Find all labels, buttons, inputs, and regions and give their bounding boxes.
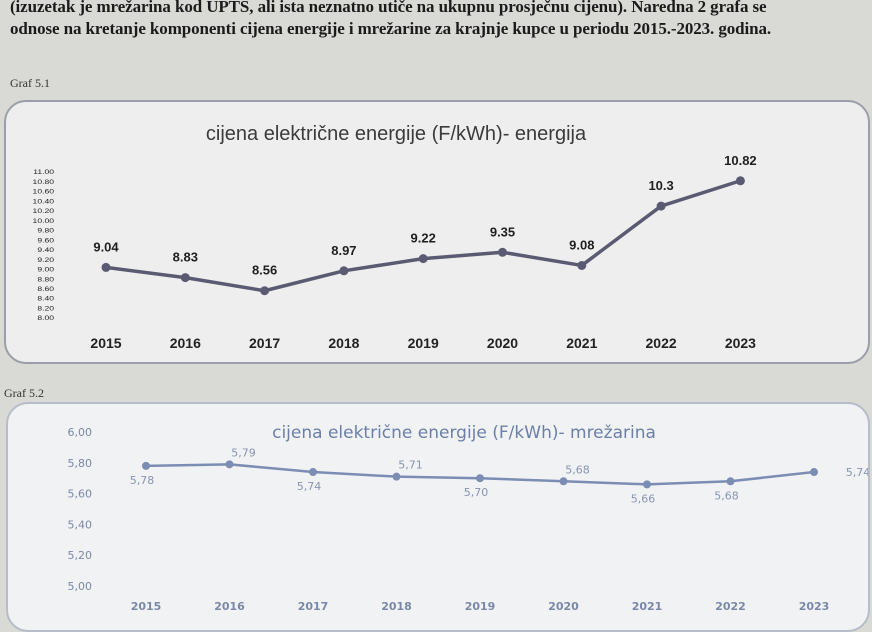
data-label: 9.08 — [569, 237, 594, 252]
y-tick-label: 5,20 — [68, 549, 93, 562]
data-label: 5,79 — [231, 446, 256, 459]
network-chart-svg: cijena električne energije (F/kWh)- mrež… — [68, 423, 869, 613]
data-label: 5,74 — [297, 480, 322, 493]
y-tick-label: 8.00 — [37, 314, 54, 321]
x-tick-label: 2021 — [632, 600, 663, 613]
data-point — [339, 266, 349, 276]
data-label: 8.83 — [173, 250, 198, 265]
data-label: 5,68 — [714, 489, 739, 502]
data-point — [142, 461, 150, 470]
y-tick-label: 9.40 — [37, 246, 54, 253]
chart-title: cijena električne energije (F/kWh)- mrež… — [272, 423, 656, 443]
y-tick-label: 9.80 — [37, 227, 54, 234]
y-tick-label: 6,00 — [68, 426, 93, 439]
x-tick-label: 2015 — [131, 600, 162, 613]
data-point — [656, 201, 666, 211]
x-tick-label: 2018 — [328, 335, 359, 351]
document-line-2: odnose na kretanje komponenti cijena ene… — [10, 19, 772, 38]
data-point — [577, 260, 587, 270]
data-label: 10.3 — [648, 178, 673, 193]
chart-title: cijena električne energije (F/kWh)- ener… — [206, 123, 587, 145]
x-tick-label: 2015 — [90, 335, 121, 351]
data-point — [476, 474, 484, 483]
data-point — [498, 247, 507, 257]
y-tick-label: 10.60 — [33, 188, 54, 195]
data-label: 8.97 — [331, 243, 356, 258]
document-text: (izuzetak je mrežarina kod UPTS, ali ist… — [10, 0, 870, 40]
graf-5-2-label: Graf 5.2 — [4, 386, 44, 400]
data-point — [101, 262, 111, 272]
data-label: 5,70 — [464, 486, 489, 499]
data-label: 5,74 — [846, 466, 868, 479]
data-point — [810, 468, 818, 477]
y-tick-label: 8.20 — [37, 305, 54, 312]
data-label: 5,68 — [565, 463, 590, 476]
data-point — [180, 273, 190, 283]
energy-chart-svg: cijena električne energije (F/kWh)- ener… — [33, 123, 757, 351]
x-tick-label: 2016 — [170, 335, 201, 351]
data-point — [309, 468, 317, 477]
x-tick-label: 2019 — [408, 335, 439, 351]
data-point — [643, 480, 651, 489]
data-label: 5,78 — [130, 474, 155, 487]
x-tick-label: 2020 — [548, 600, 579, 613]
x-tick-label: 2018 — [381, 600, 412, 613]
y-tick-label: 8.80 — [37, 276, 54, 283]
document-line-1: (izuzetak je mrežarina kod UPTS, ali ist… — [10, 0, 767, 16]
data-label: 8.56 — [252, 263, 277, 278]
x-tick-label: 2021 — [566, 335, 597, 351]
chart-card-energy: cijena električne energije (F/kWh)- ener… — [4, 100, 870, 364]
data-point — [726, 477, 735, 486]
y-tick-label: 11.00 — [33, 168, 54, 175]
data-point — [392, 472, 401, 481]
data-point — [559, 477, 568, 486]
data-label: 9.22 — [411, 231, 436, 246]
x-tick-label: 2023 — [799, 600, 830, 613]
y-tick-label: 5,80 — [68, 457, 93, 470]
y-tick-label: 8.60 — [37, 285, 54, 292]
x-tick-label: 2019 — [465, 600, 496, 613]
y-tick-label: 10.80 — [33, 178, 54, 185]
y-tick-label: 5,00 — [68, 580, 93, 593]
x-tick-label: 2017 — [298, 600, 329, 613]
y-tick-label: 10.20 — [33, 207, 54, 214]
x-tick-label: 2023 — [725, 335, 756, 351]
y-tick-label: 5,40 — [68, 518, 93, 531]
x-tick-label: 2022 — [715, 600, 746, 613]
y-tick-label: 10.00 — [33, 217, 54, 224]
y-tick-label: 9.60 — [37, 237, 54, 244]
data-label: 5,71 — [398, 459, 423, 472]
y-tick-label: 9.00 — [37, 266, 54, 273]
data-label: 9.35 — [490, 224, 515, 239]
data-point — [418, 254, 428, 264]
x-tick-label: 2020 — [487, 335, 518, 351]
data-point — [735, 176, 745, 186]
y-tick-label: 5,60 — [68, 488, 93, 501]
data-label: 10.82 — [724, 153, 757, 168]
chart-card-network: cijena električne energije (F/kWh)- mrež… — [6, 402, 870, 632]
x-tick-label: 2016 — [214, 600, 245, 613]
y-tick-label: 8.40 — [37, 295, 54, 302]
x-tick-label: 2017 — [249, 335, 280, 351]
data-point — [225, 460, 234, 469]
data-label: 9.04 — [93, 239, 119, 254]
y-tick-label: 10.40 — [33, 198, 54, 205]
y-tick-label: 9.20 — [37, 256, 54, 263]
data-label: 5,66 — [631, 492, 656, 505]
x-tick-label: 2022 — [646, 335, 677, 351]
graf-5-1-label: Graf 5.1 — [10, 76, 50, 90]
data-point — [260, 286, 270, 296]
